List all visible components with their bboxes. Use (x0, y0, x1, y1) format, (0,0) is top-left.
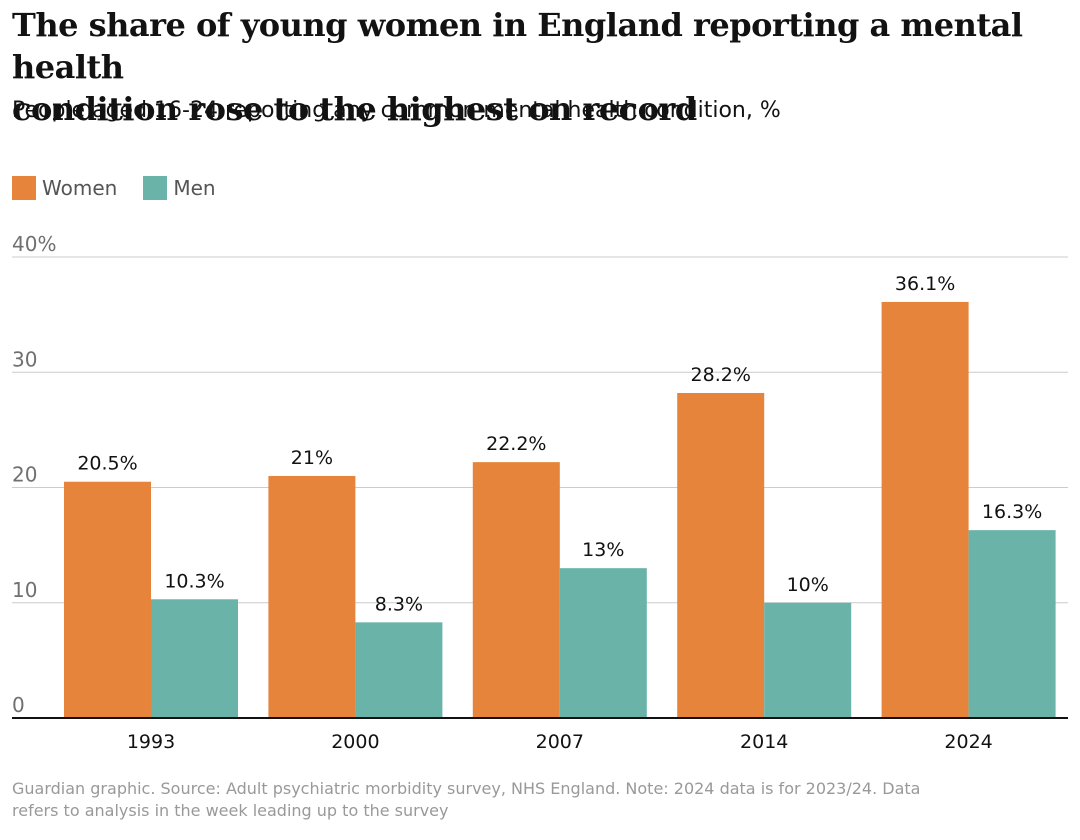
x-tick-label-1993: 1993 (127, 731, 175, 753)
data-label-women-1993: 20.5% (77, 453, 137, 475)
x-tick-label-2007: 2007 (536, 731, 584, 753)
bar-men-2014 (764, 602, 852, 718)
x-tick-label-2014: 2014 (740, 731, 788, 753)
chart-title-line-2: condition rose to the highest on record (12, 90, 697, 128)
footnote-line-2: refers to analysis in the week leading u… (12, 801, 449, 820)
data-label-women-2024: 36.1% (895, 273, 955, 295)
data-label-men-2024: 16.3% (982, 501, 1042, 523)
bar-men-1993 (151, 599, 238, 718)
y-tick-label-30: 30 (12, 347, 37, 371)
legend-item-men: Men (143, 176, 216, 200)
legend-label-women: Women (42, 176, 118, 200)
data-label-women-2014: 28.2% (691, 364, 751, 386)
legend-label-men: Men (173, 176, 216, 200)
chart-title: The share of young women in England repo… (12, 4, 1068, 130)
legend-swatch-women (12, 176, 36, 200)
x-tick-label-2000: 2000 (331, 731, 379, 753)
data-label-women-2007: 22.2% (486, 433, 546, 455)
y-tick-label-0: 0 (12, 693, 25, 717)
chart-subtitle: People aged 16-24 reporting any common m… (12, 98, 781, 123)
bar-men-2000 (355, 622, 443, 718)
data-label-men-2014: 10% (787, 574, 829, 596)
footnote-line-1: Guardian graphic. Source: Adult psychiat… (12, 779, 921, 798)
y-tick-label-40: 40% (12, 232, 56, 256)
bar-chart: 0 10 20 30 40% 20.5% 10.3% 1993 21% 8.3% 2000 22.2%… (12, 232, 1068, 753)
bar-women-2007 (472, 462, 560, 718)
data-label-men-2000: 8.3% (375, 593, 423, 615)
footnote: Guardian graphic. Source: Adult psychiat… (12, 778, 1068, 822)
chart-title-line-1: The share of young women in England repo… (12, 6, 1023, 86)
data-label-women-2000: 21% (291, 447, 333, 469)
data-label-men-1993: 10.3% (164, 570, 224, 592)
legend-swatch-men (143, 176, 168, 200)
bar-women-2000 (268, 475, 356, 718)
bar-women-2024 (881, 301, 969, 718)
y-tick-label-20: 20 (12, 463, 37, 487)
chart-legend: Women Men (12, 176, 242, 200)
data-label-men-2007: 13% (582, 539, 624, 561)
legend-item-women: Women (12, 176, 117, 200)
bar-women-2014 (677, 392, 765, 718)
y-tick-label-10: 10 (12, 578, 37, 602)
bar-men-2007 (559, 568, 647, 718)
bar-men-2024 (968, 530, 1056, 718)
bar-women-1993 (64, 481, 151, 718)
x-tick-label-2024: 2024 (944, 731, 992, 753)
